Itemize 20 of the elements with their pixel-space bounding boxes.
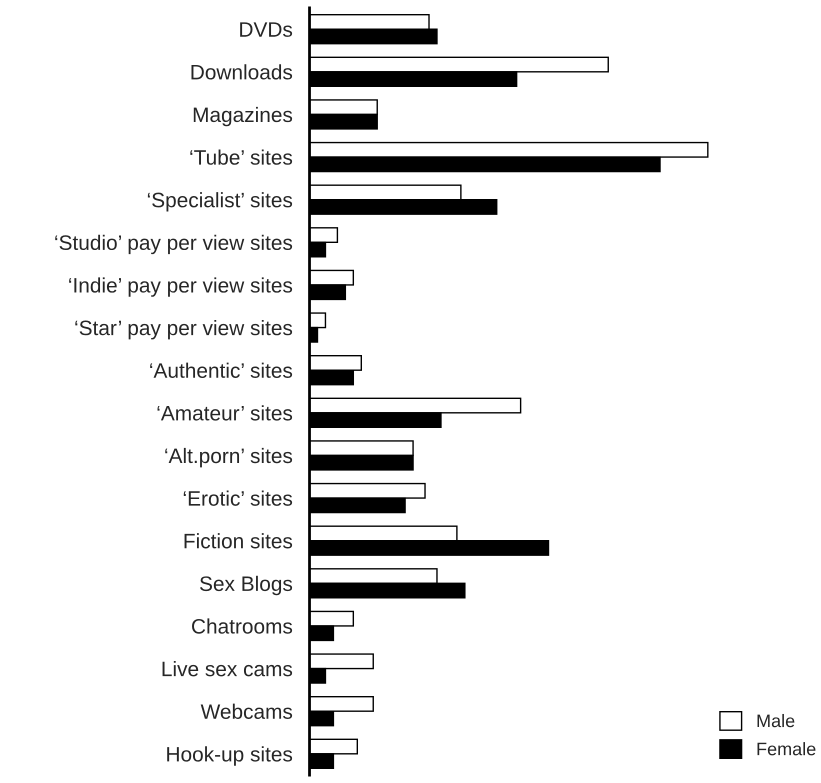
y-tick-label: Chatrooms bbox=[192, 618, 292, 634]
y-tick-label: ‘Studio’ pay per view sites bbox=[55, 234, 292, 254]
y-tick-label: Live sex cams bbox=[162, 661, 292, 676]
y-tick-label: ‘Authentic’ sites bbox=[150, 362, 292, 378]
y-tick-label: ‘Alt.porn’ sites bbox=[165, 448, 292, 468]
y-tick-label: DVDs bbox=[240, 22, 292, 37]
y-tick-label: ‘Indie’ pay per view sites bbox=[69, 277, 292, 297]
y-tick-label: Magazines bbox=[194, 106, 292, 126]
y-tick-label: ‘Star’ pay per view sites bbox=[75, 320, 292, 340]
y-tick-label: ‘Specialist’ sites bbox=[148, 192, 292, 212]
y-tick-label: Webcams bbox=[200, 704, 292, 719]
y-tick-label: ‘Tube’ sites bbox=[190, 149, 292, 165]
y-tick-label: Downloads bbox=[191, 64, 292, 80]
y-tick-label: ‘Erotic’ sites bbox=[184, 490, 292, 506]
legend-label: Female bbox=[758, 742, 816, 756]
y-tick-label: Hook-up sites bbox=[167, 746, 292, 766]
legend-label: Male bbox=[758, 714, 794, 728]
y-tick-label: Sex Blogs bbox=[200, 576, 292, 596]
y-tick-label: ‘Amateur’ sites bbox=[158, 405, 292, 421]
y-tick-label: Fiction sites bbox=[184, 533, 292, 548]
